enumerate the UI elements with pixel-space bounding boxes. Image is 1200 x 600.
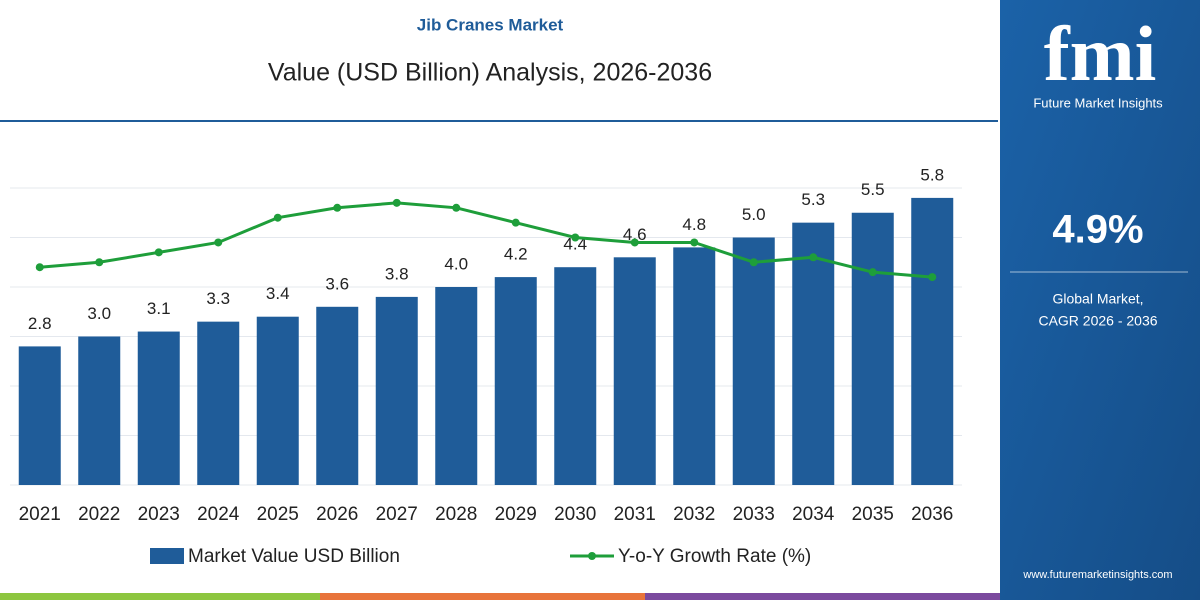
footer-stripe [320, 593, 645, 600]
growth-point [392, 198, 401, 207]
cagr-caption: Global Market, [1052, 291, 1143, 307]
growth-point [690, 238, 699, 247]
x-tick-label: 2021 [19, 504, 61, 525]
data-label: 4.6 [623, 225, 647, 244]
data-label: 5.5 [861, 180, 885, 199]
bar [911, 197, 954, 485]
x-tick-label: 2035 [852, 504, 894, 525]
bar [375, 296, 418, 485]
x-tick-label: 2025 [257, 504, 299, 525]
data-label: 2.8 [28, 314, 52, 333]
data-label: 4.0 [444, 254, 468, 273]
growth-point [630, 238, 639, 247]
bar [18, 346, 61, 485]
footer-stripe [0, 593, 320, 600]
bar [197, 321, 240, 485]
data-label: 5.8 [920, 165, 944, 184]
growth-line [39, 201, 933, 279]
legend-swatch [588, 552, 596, 560]
data-label: 5.3 [801, 190, 825, 209]
bar [137, 331, 180, 485]
growth-point [749, 258, 758, 267]
bar [673, 247, 716, 485]
chart-title: Jib Cranes Market [417, 15, 564, 34]
bar [554, 267, 597, 485]
bar [494, 277, 537, 485]
x-tick-label: 2028 [435, 504, 477, 525]
data-label: 3.0 [87, 304, 111, 323]
data-label: 3.4 [266, 284, 290, 303]
x-tick-label: 2026 [316, 504, 358, 525]
growth-point [35, 263, 44, 272]
cagr-value: 4.9% [1052, 208, 1143, 252]
bar [256, 316, 299, 485]
bar [316, 306, 359, 485]
growth-point [95, 258, 104, 267]
x-tick-label: 2022 [78, 504, 120, 525]
brand: Future Market Insights [1033, 95, 1163, 110]
x-tick-label: 2036 [911, 504, 953, 525]
growth-point [928, 273, 937, 282]
growth-point [452, 203, 461, 212]
data-label: 4.8 [682, 215, 706, 234]
cagr-caption: CAGR 2026 - 2036 [1038, 313, 1157, 329]
bar [78, 336, 121, 485]
growth-point [273, 213, 282, 222]
bar [613, 257, 656, 485]
growth-point [571, 233, 580, 242]
data-label: 3.1 [147, 299, 171, 318]
x-tick-label: 2029 [495, 504, 537, 525]
growth-point [214, 238, 223, 247]
x-tick-label: 2027 [376, 504, 418, 525]
bar [732, 237, 775, 485]
footer-stripe [645, 593, 1000, 600]
x-tick-label: 2023 [138, 504, 180, 525]
bar [792, 222, 835, 485]
website: www.futuremarketinsights.com [1022, 569, 1172, 581]
logo: fmi [1044, 10, 1157, 97]
legend-swatch [150, 548, 184, 564]
growth-point [809, 253, 818, 262]
growth-point [333, 203, 342, 212]
legend-label: Y-o-Y Growth Rate (%) [618, 546, 811, 567]
data-label: 3.8 [385, 264, 409, 283]
x-tick-label: 2024 [197, 504, 240, 525]
data-label: 4.2 [504, 245, 528, 264]
growth-point [868, 268, 877, 277]
bar [435, 287, 478, 485]
data-label: 3.6 [325, 274, 349, 293]
data-label: 5.0 [742, 205, 766, 224]
legend-label: Market Value USD Billion [188, 546, 400, 567]
x-tick-label: 2031 [614, 504, 656, 525]
x-tick-label: 2034 [792, 504, 835, 525]
bar [851, 212, 894, 485]
data-label: 3.3 [206, 289, 230, 308]
x-tick-label: 2033 [733, 504, 775, 525]
chart-subtitle: Value (USD Billion) Analysis, 2026-2036 [268, 59, 712, 87]
growth-point [154, 248, 163, 257]
x-tick-label: 2030 [554, 504, 596, 525]
growth-point [511, 218, 520, 227]
x-tick-label: 2032 [673, 504, 715, 525]
side-panel [1000, 0, 1200, 600]
